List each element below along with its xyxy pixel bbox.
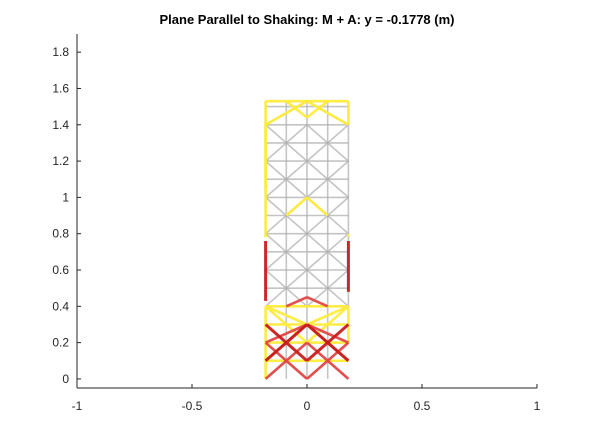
y-tick-label-3: 0.6 xyxy=(52,263,69,277)
series-2-segment-9 xyxy=(306,296,329,308)
y-tick-label-5: 1 xyxy=(62,190,69,204)
series-2-segment-3 xyxy=(306,341,350,380)
y-tick-label-8: 1.6 xyxy=(52,81,69,95)
series-1-segment-10 xyxy=(265,305,308,326)
y-tick-label-4: 0.8 xyxy=(52,227,69,241)
series-3-segment-5 xyxy=(306,323,350,362)
axes: 0 0.2 0.4 0.6 0.8 1 1.2 1.4 1.6 1.8 -1 -0.5 0 0.5 1 xyxy=(52,34,541,413)
series-1-segment-17 xyxy=(306,196,329,217)
plot-area xyxy=(264,99,350,380)
series-2-segment-4 xyxy=(265,323,308,344)
y-tick-label-9: 1.8 xyxy=(52,45,69,59)
series-1-segment-16 xyxy=(285,196,308,217)
series-1-segment-18 xyxy=(264,305,308,344)
y-tick-label-6: 1.2 xyxy=(52,154,69,168)
series-1-segment-15 xyxy=(306,100,329,119)
series-1-segment-19 xyxy=(306,305,350,344)
y-tick-label-7: 1.4 xyxy=(52,118,69,132)
series-1-segment-14 xyxy=(285,100,308,119)
y-tick-label-1: 0.2 xyxy=(52,336,69,350)
x-tick-label-0: -1 xyxy=(72,399,83,413)
series-2 xyxy=(264,296,350,380)
x-tick-label-2: 0 xyxy=(304,399,311,413)
x-tick-label-4: 1 xyxy=(534,399,541,413)
series-3-segment-4 xyxy=(264,323,308,362)
chart-title: Plane Parallel to Shaking: M + A: y = -0… xyxy=(159,12,454,27)
series-1-segment-12 xyxy=(264,100,308,126)
x-tick-label-3: 0.5 xyxy=(414,399,431,413)
series-2-segment-2 xyxy=(264,341,308,380)
series-2-segment-8 xyxy=(285,296,308,308)
y-tick-label-2: 0.4 xyxy=(52,299,69,313)
series-3 xyxy=(264,241,350,362)
series-1 xyxy=(264,99,350,379)
series-2-segment-5 xyxy=(306,323,349,344)
y-tick-label-0: 0 xyxy=(62,372,69,386)
series-1-segment-13 xyxy=(306,100,350,126)
series-1-segment-11 xyxy=(306,305,349,326)
x-tick-label-1: -0.5 xyxy=(182,399,203,413)
